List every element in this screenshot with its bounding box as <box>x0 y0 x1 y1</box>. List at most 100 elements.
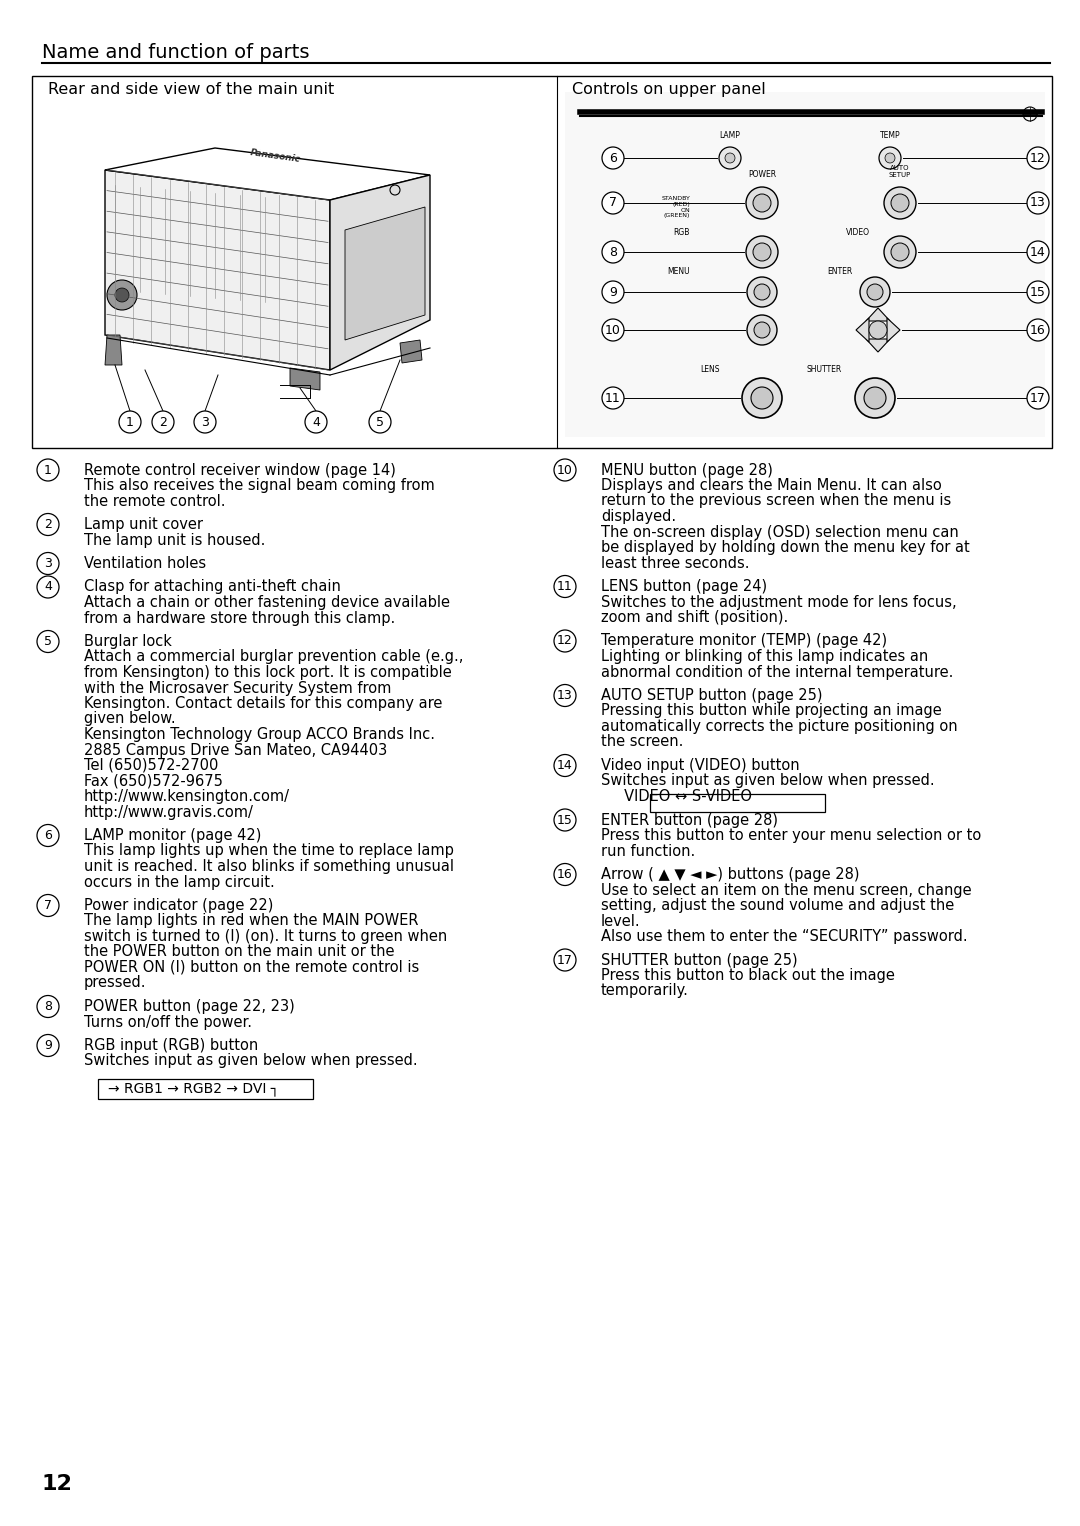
Text: zoom and shift (position).: zoom and shift (position). <box>600 610 788 626</box>
Text: AUTO
SETUP: AUTO SETUP <box>889 165 912 179</box>
Text: Also use them to enter the “SECURITY” password.: Also use them to enter the “SECURITY” pa… <box>600 929 968 945</box>
Text: return to the previous screen when the menu is: return to the previous screen when the m… <box>600 493 951 508</box>
Circle shape <box>864 388 886 409</box>
Text: 5: 5 <box>44 635 52 649</box>
Polygon shape <box>105 336 122 365</box>
Text: 1: 1 <box>126 415 134 429</box>
Text: 11: 11 <box>605 392 621 404</box>
Text: LENS: LENS <box>701 365 720 374</box>
Text: displayed.: displayed. <box>600 510 676 523</box>
Circle shape <box>869 320 887 339</box>
Circle shape <box>860 278 890 307</box>
Polygon shape <box>866 308 890 320</box>
Text: 3: 3 <box>201 415 208 429</box>
Circle shape <box>37 575 59 598</box>
Text: Ventilation holes: Ventilation holes <box>84 555 206 571</box>
Text: Rear and side view of the main unit: Rear and side view of the main unit <box>48 82 334 98</box>
Text: 17: 17 <box>1030 392 1045 404</box>
Circle shape <box>369 410 391 433</box>
Text: 10: 10 <box>605 324 621 337</box>
Text: abnormal condition of the internal temperature.: abnormal condition of the internal tempe… <box>600 664 954 679</box>
Text: 4: 4 <box>312 415 320 429</box>
Text: Switches input as given below when pressed.: Switches input as given below when press… <box>84 1053 418 1068</box>
Text: LAMP monitor (page 42): LAMP monitor (page 42) <box>84 829 261 842</box>
Text: 16: 16 <box>1030 324 1045 337</box>
Circle shape <box>554 630 576 652</box>
Text: POWER button (page 22, 23): POWER button (page 22, 23) <box>84 1000 295 1013</box>
Polygon shape <box>105 148 430 200</box>
Text: 8: 8 <box>609 246 617 258</box>
Text: 13: 13 <box>557 690 572 702</box>
Circle shape <box>37 630 59 653</box>
Circle shape <box>602 388 624 409</box>
Text: MENU: MENU <box>667 267 690 276</box>
Text: pressed.: pressed. <box>84 975 147 990</box>
Text: Fax (650)572-9675: Fax (650)572-9675 <box>84 774 222 789</box>
Text: 15: 15 <box>557 813 572 827</box>
Text: 2: 2 <box>159 415 167 429</box>
Circle shape <box>602 281 624 304</box>
Polygon shape <box>887 317 900 342</box>
Text: unit is reached. It also blinks if something unusual: unit is reached. It also blinks if somet… <box>84 859 454 874</box>
Text: 1: 1 <box>44 464 52 476</box>
Circle shape <box>746 188 778 220</box>
Text: POWER ON (I) button on the remote control is: POWER ON (I) button on the remote contro… <box>84 960 419 975</box>
Text: STANDBY
(RED)
ON
(GREEN): STANDBY (RED) ON (GREEN) <box>661 195 690 218</box>
Text: AUTO SETUP button (page 25): AUTO SETUP button (page 25) <box>600 688 823 703</box>
Text: TEMP: TEMP <box>880 131 901 140</box>
Text: MENU button (page 28): MENU button (page 28) <box>600 462 773 478</box>
Circle shape <box>879 146 901 169</box>
Polygon shape <box>345 208 426 340</box>
Circle shape <box>754 284 770 301</box>
Text: given below.: given below. <box>84 711 176 726</box>
Text: 2: 2 <box>44 517 52 531</box>
Text: 6: 6 <box>44 829 52 842</box>
Text: Kensington. Contact details for this company are: Kensington. Contact details for this com… <box>84 696 443 711</box>
Circle shape <box>602 146 624 169</box>
Text: least three seconds.: least three seconds. <box>600 555 750 571</box>
Text: setting, adjust the sound volume and adjust the: setting, adjust the sound volume and adj… <box>600 897 955 913</box>
Circle shape <box>554 809 576 832</box>
Text: RGB: RGB <box>674 227 690 237</box>
Text: occurs in the lamp circuit.: occurs in the lamp circuit. <box>84 874 274 890</box>
FancyBboxPatch shape <box>650 794 825 812</box>
Text: 17: 17 <box>557 954 572 966</box>
Circle shape <box>746 237 778 269</box>
Text: 5: 5 <box>376 415 384 429</box>
Circle shape <box>891 243 909 261</box>
Circle shape <box>867 284 883 301</box>
Text: 12: 12 <box>557 635 572 647</box>
Polygon shape <box>291 368 320 391</box>
Text: with the Microsaver Security System from: with the Microsaver Security System from <box>84 681 391 696</box>
Text: 9: 9 <box>44 1039 52 1051</box>
Text: 4: 4 <box>44 580 52 594</box>
Circle shape <box>107 279 137 310</box>
Text: the POWER button on the main unit or the: the POWER button on the main unit or the <box>84 945 394 960</box>
Text: Press this button to enter your menu selection or to: Press this button to enter your menu sel… <box>600 829 982 842</box>
Circle shape <box>602 319 624 340</box>
Text: This lamp lights up when the time to replace lamp: This lamp lights up when the time to rep… <box>84 844 454 859</box>
Text: 12: 12 <box>1030 151 1045 165</box>
Text: from Kensington) to this lock port. It is compatible: from Kensington) to this lock port. It i… <box>84 665 451 681</box>
Text: from a hardware store through this clamp.: from a hardware store through this clamp… <box>84 610 395 626</box>
Circle shape <box>554 685 576 707</box>
Text: Burglar lock: Burglar lock <box>84 633 172 649</box>
Circle shape <box>114 288 129 302</box>
Text: 6: 6 <box>609 151 617 165</box>
Text: 7: 7 <box>44 899 52 913</box>
Circle shape <box>554 575 576 598</box>
Text: be displayed by holding down the menu key for at: be displayed by holding down the menu ke… <box>600 540 970 555</box>
Circle shape <box>719 146 741 169</box>
Text: 12: 12 <box>42 1474 72 1494</box>
Text: Power indicator (page 22): Power indicator (page 22) <box>84 897 273 913</box>
Circle shape <box>37 459 59 481</box>
Text: 11: 11 <box>557 580 572 594</box>
Text: Controls on upper panel: Controls on upper panel <box>572 82 766 98</box>
Circle shape <box>751 388 773 409</box>
Circle shape <box>754 322 770 337</box>
Text: The on-screen display (OSD) selection menu can: The on-screen display (OSD) selection me… <box>600 525 959 540</box>
Circle shape <box>747 278 777 307</box>
Text: POWER: POWER <box>748 169 777 179</box>
Text: 8: 8 <box>44 1000 52 1013</box>
Polygon shape <box>330 175 430 369</box>
